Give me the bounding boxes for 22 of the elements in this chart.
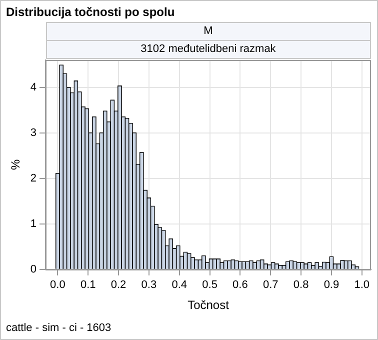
x-tick-label: 0.9 bbox=[324, 279, 340, 292]
text: cattle - sim - ci - 1603 bbox=[6, 322, 112, 334]
y-tick-label: 1 bbox=[30, 218, 37, 230]
x-axis-title: Točnost bbox=[188, 298, 230, 312]
x-tick-label: 0.2 bbox=[110, 279, 126, 292]
x-tick-label: 0.8 bbox=[293, 279, 309, 292]
x-tick-label: 0.7 bbox=[262, 279, 278, 292]
y-tick-label: 4 bbox=[30, 81, 37, 94]
x-tick-label: 1.0 bbox=[354, 279, 370, 292]
x-tick-label: 0.1 bbox=[80, 279, 96, 292]
y-axis-title: % bbox=[8, 159, 23, 170]
chart-subtitle: M bbox=[46, 22, 371, 41]
x-tick-label: 0.4 bbox=[172, 279, 188, 292]
chart-title: Distribucija točnosti po spolu bbox=[6, 5, 175, 19]
y-tick-label: 3 bbox=[30, 126, 37, 139]
y-tick-label: 0 bbox=[30, 263, 37, 276]
x-tick-label: 0.5 bbox=[202, 279, 218, 292]
text: 3102 međutelidbeni razmak bbox=[46, 40, 371, 59]
x-tick-label: 0.6 bbox=[232, 279, 248, 292]
y-tick-label: 2 bbox=[30, 172, 37, 184]
x-tick-label: 0.0 bbox=[50, 279, 66, 292]
x-tick-label: 0.3 bbox=[141, 279, 157, 292]
